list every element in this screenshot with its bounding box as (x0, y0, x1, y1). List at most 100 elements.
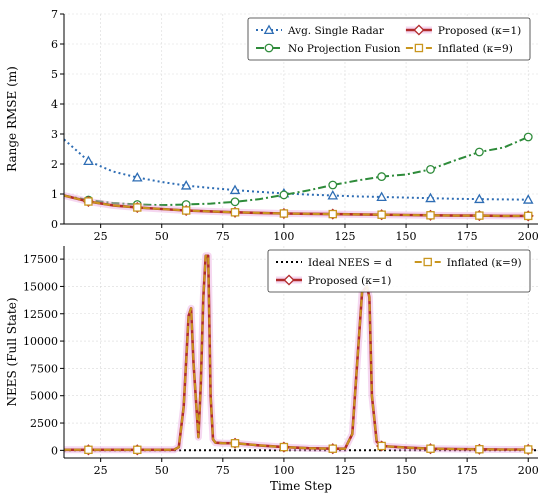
data-point (83, 155, 94, 166)
data-point (230, 439, 240, 448)
x-tick-label: 75 (216, 230, 230, 243)
data-point (180, 180, 192, 190)
series-1 (63, 138, 534, 204)
legend-label: Inflated (κ=9) (447, 257, 522, 269)
data-point (426, 211, 435, 220)
data-point (426, 444, 435, 453)
legend-swatch-marker (423, 257, 432, 267)
data-point (229, 184, 241, 195)
data-point (425, 192, 436, 203)
data-point (328, 180, 338, 190)
data-point (376, 191, 387, 202)
legend-label: Proposed (κ=1) (308, 275, 391, 287)
data-point (474, 147, 484, 157)
x-tick-label: 175 (457, 464, 478, 477)
x-tick-label: 50 (155, 464, 169, 477)
legend-item: Ideal NEES = d (276, 257, 392, 269)
x-tick-label: 200 (518, 230, 539, 243)
data-point (377, 441, 386, 451)
y-tick-label: 3 (51, 128, 58, 141)
y-tick-label: 4 (51, 98, 58, 111)
legend-box (247, 17, 531, 61)
legend-item: Proposed (κ=1) (405, 24, 521, 37)
data-point (475, 445, 484, 454)
y-axis-label: Range RMSE (m) (5, 66, 19, 172)
data-point (377, 210, 386, 219)
legend-item: No Projection Fusion (256, 43, 401, 55)
legend-label: Ideal NEES = d (308, 257, 392, 269)
legend-box (267, 249, 531, 293)
data-point (131, 171, 143, 182)
legend-swatch-marker (264, 43, 274, 53)
series-4 (63, 194, 533, 221)
chart-panel-1: 25 50 75 100 125 150 175 200 0 1 2 3 4 5 6 7 Range RMSE … (5, 8, 539, 243)
y-tick-label: 7500 (30, 362, 58, 375)
legend-item: Inflated (κ=9) (405, 43, 513, 55)
chart-panel-2: 25 50 75 100 125 150 175 200 0 2500 5000 7500 10000 1… (5, 246, 539, 493)
legend-swatch-marker (414, 43, 424, 53)
x-tick-label: 50 (155, 230, 169, 243)
y-tick-label: 17500 (23, 253, 58, 266)
data-point (523, 132, 533, 142)
y-tick-label: 5000 (30, 390, 58, 403)
x-tick-label: 175 (457, 230, 478, 243)
legend-label: Avg. Single Radar (287, 25, 385, 37)
y-tick-label: 2 (51, 158, 58, 171)
x-tick-label: 125 (334, 464, 355, 477)
y-tick-label: 7 (51, 8, 58, 21)
legend-swatch-marker (283, 274, 295, 286)
y-tick-label: 6 (51, 38, 58, 51)
data-point (522, 194, 534, 204)
data-point (524, 445, 533, 454)
data-point (328, 209, 337, 219)
y-axis-label: NEES (Full State) (5, 297, 19, 406)
data-point (475, 211, 484, 220)
y-tick-label: 15000 (23, 280, 58, 293)
data-point (474, 193, 485, 204)
y-tick-label: 10000 (23, 335, 58, 348)
legend-label: Proposed (κ=1) (438, 25, 521, 37)
legend-item: Inflated (κ=9) (414, 257, 522, 269)
x-tick-label: 150 (396, 464, 417, 477)
y-tick-label: 0 (51, 218, 58, 231)
y-tick-label: 2500 (30, 417, 58, 430)
data-point (328, 444, 337, 453)
y-tick-label: 0 (51, 444, 58, 457)
data-point (377, 172, 387, 182)
series-line (63, 194, 529, 217)
series-line (63, 136, 529, 207)
x-tick-label: 150 (396, 230, 417, 243)
legend-item: Avg. Single Radar (256, 24, 385, 37)
data-point (327, 189, 339, 200)
x-tick-label: 200 (518, 464, 539, 477)
legend: Ideal NEES = d Inflated (κ=9) Proposed (κ=… (267, 249, 531, 293)
legend-swatch-marker (263, 24, 275, 35)
data-point (426, 164, 435, 174)
x-tick-label: 125 (334, 230, 355, 243)
data-point (133, 203, 142, 212)
series-2 (63, 132, 533, 209)
data-point (230, 208, 240, 217)
legend-swatch-marker (413, 24, 425, 36)
x-tick-label: 100 (273, 464, 294, 477)
data-point (279, 190, 289, 200)
legend-item: Proposed (κ=1) (276, 274, 391, 287)
x-tick-label: 75 (216, 464, 230, 477)
data-point (84, 445, 93, 455)
data-point (524, 211, 533, 221)
data-point (279, 209, 289, 218)
y-tick-label: 12500 (23, 308, 58, 321)
data-point (279, 442, 289, 452)
x-tick-label: 100 (273, 230, 294, 243)
y-tick-label: 1 (51, 188, 58, 201)
y-tick-label: 5 (51, 68, 58, 81)
legend-label: No Projection Fusion (288, 43, 401, 55)
data-point (84, 197, 93, 206)
x-axis-label: Time Step (270, 479, 332, 493)
data-point (133, 445, 142, 455)
legend-label: Inflated (κ=9) (438, 43, 513, 55)
legend: Avg. Single Radar Proposed (κ=1) No Projec… (247, 17, 531, 61)
x-tick-label: 25 (94, 464, 108, 477)
series-line (63, 138, 529, 201)
